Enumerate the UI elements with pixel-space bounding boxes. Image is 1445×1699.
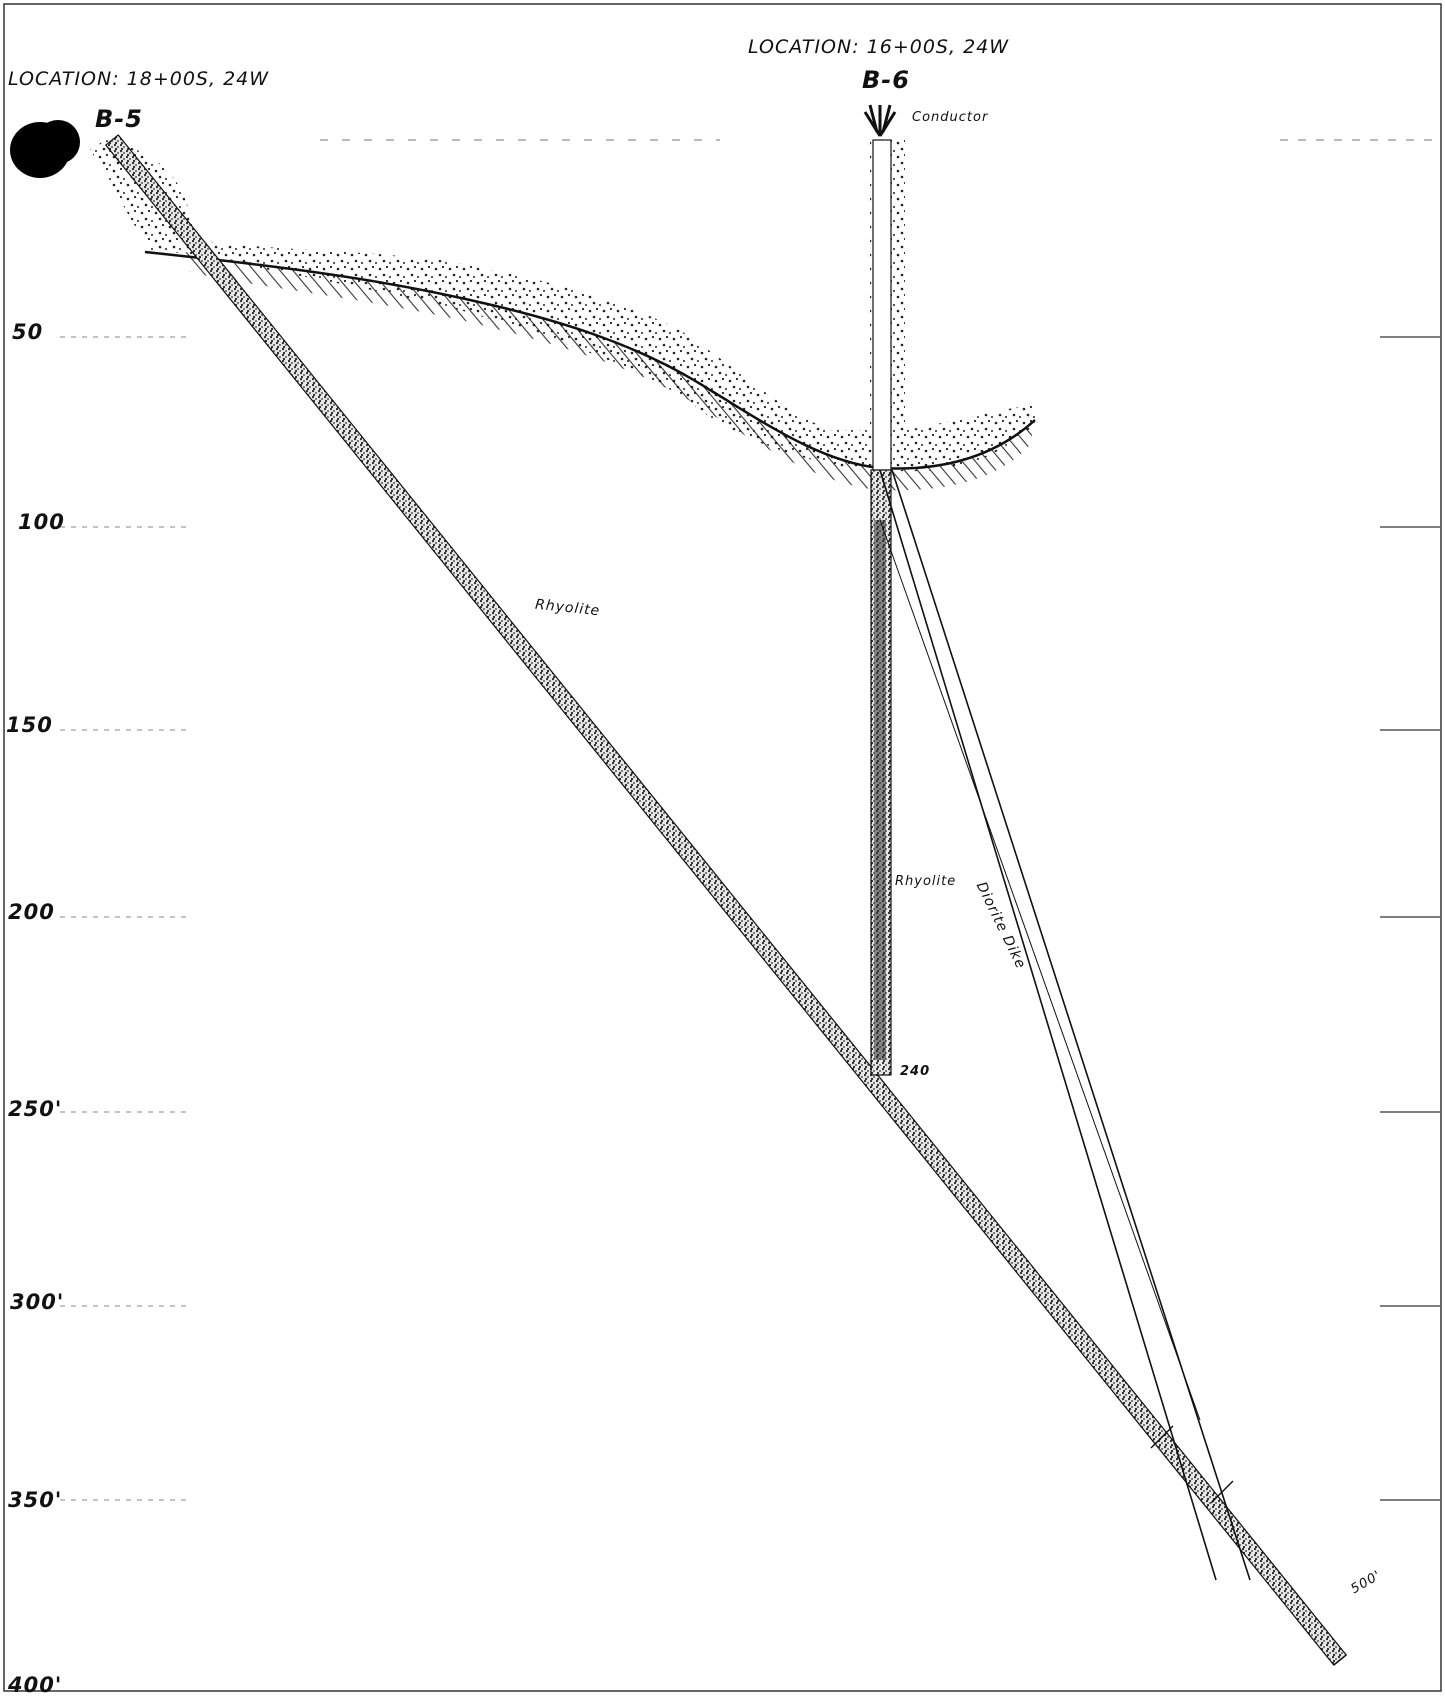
diorite-dike [879,469,1251,1581]
b5-interval-mark [1150,1425,1174,1449]
overburden-stipple [90,140,1040,472]
hole-label-b5: B-5 [95,105,143,133]
bedrock-hatch-band [185,252,1035,491]
depth-label-150: 150 [6,713,53,737]
b5-end-cap [1333,1654,1347,1666]
depth-label-400: 400' [8,1673,63,1697]
depth-label-50: 50 [12,320,44,344]
depth-label-200: 200 [8,900,55,924]
depth-label-350: 350' [8,1488,63,1512]
depth-label-250: 250' [8,1097,63,1121]
b6-drill-hole [870,139,892,1076]
b6-dark-core [874,520,886,1060]
b6-end-depth-label: 240 [900,1064,931,1079]
conductor-label: Conductor [912,110,989,125]
depth-label-100: 100 [18,510,65,534]
dike-right-contact [891,469,1251,1581]
depth-label-300: 300' [10,1290,65,1314]
dike-left-contact [879,469,1217,1581]
depth-ticks [60,336,1440,1501]
location-label-b5: LOCATION: 18+00S, 24W [8,68,270,90]
sheet-border [3,3,1442,1692]
rhyolite-label-b6: Rhyolite [895,874,957,889]
hole-label-b6: B-6 [862,66,910,94]
ink-blot-2 [36,120,80,164]
location-label-b6: LOCATION: 16+00S, 24W [748,36,1010,58]
dike-inner-line [879,519,1201,1421]
conductor-arrow-icon [863,104,897,137]
b6-upper-casing [872,139,892,471]
